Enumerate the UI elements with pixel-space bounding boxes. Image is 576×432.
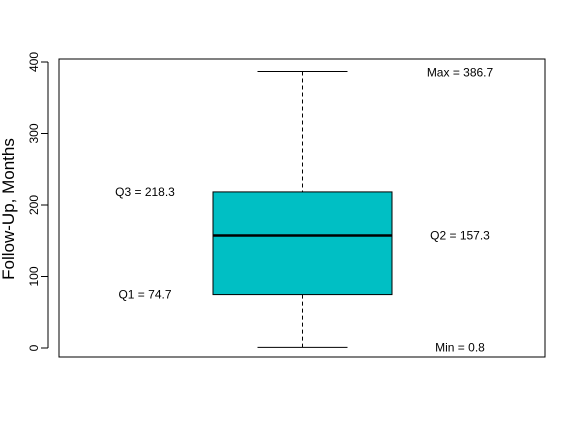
iqr-box: [212, 191, 393, 296]
annotation-q2: Q2 = 157.3: [430, 229, 490, 243]
annotation-q3: Q3 = 218.3: [115, 185, 175, 199]
y-tick-label-200: 200: [27, 195, 41, 215]
y-axis: 0 100 200 300 400: [27, 52, 49, 351]
annotation-max: Max = 386.7: [427, 66, 494, 80]
annotation-min: Min = 0.8: [435, 340, 485, 354]
y-tick-label-100: 100: [27, 266, 41, 286]
box-glyph: [212, 71, 393, 348]
y-axis-label: Follow-Up, Months: [0, 138, 18, 280]
annotation-q1: Q1 = 74.7: [118, 288, 171, 302]
y-tick-label-400: 400: [27, 52, 41, 72]
y-tick-label-300: 300: [27, 123, 41, 143]
y-tick-label-0: 0: [27, 344, 41, 351]
plot-frame: [58, 58, 546, 358]
